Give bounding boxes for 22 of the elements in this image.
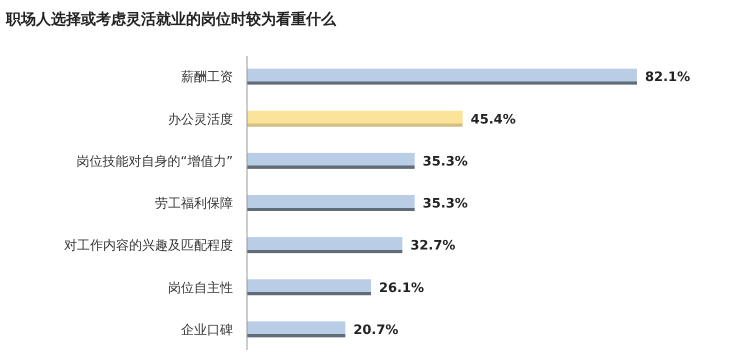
data-label: 35.3% xyxy=(422,196,468,212)
bar xyxy=(247,321,346,338)
data-label: 45.4% xyxy=(470,112,516,128)
y-tick-label: 企业口碑 xyxy=(181,322,233,338)
y-tick-label: 岗位技能对自身的“增值力” xyxy=(76,154,233,170)
y-tick-label: 对工作内容的兴趣及匹配程度 xyxy=(64,238,233,254)
data-label: 20.7% xyxy=(353,322,398,338)
y-tick-label: 岗位自主性 xyxy=(168,280,233,296)
bar xyxy=(247,68,637,85)
bar xyxy=(247,279,371,296)
data-label: 35.3% xyxy=(422,154,468,170)
y-tick-label: 办公灵活度 xyxy=(168,111,233,128)
data-label: 82.1% xyxy=(645,70,690,86)
chart-title: 职场人选择或考虑灵活就业的岗位时较为看重什么 xyxy=(5,10,337,28)
y-tick-label: 劳工福利保障 xyxy=(155,196,233,212)
y-tick-label: 薪酬工资 xyxy=(181,70,233,86)
bar xyxy=(247,237,402,254)
bar xyxy=(247,194,415,212)
bar xyxy=(247,152,415,169)
data-label: 26.1% xyxy=(378,280,424,296)
bar xyxy=(247,110,463,127)
data-label: 32.7% xyxy=(410,238,456,254)
